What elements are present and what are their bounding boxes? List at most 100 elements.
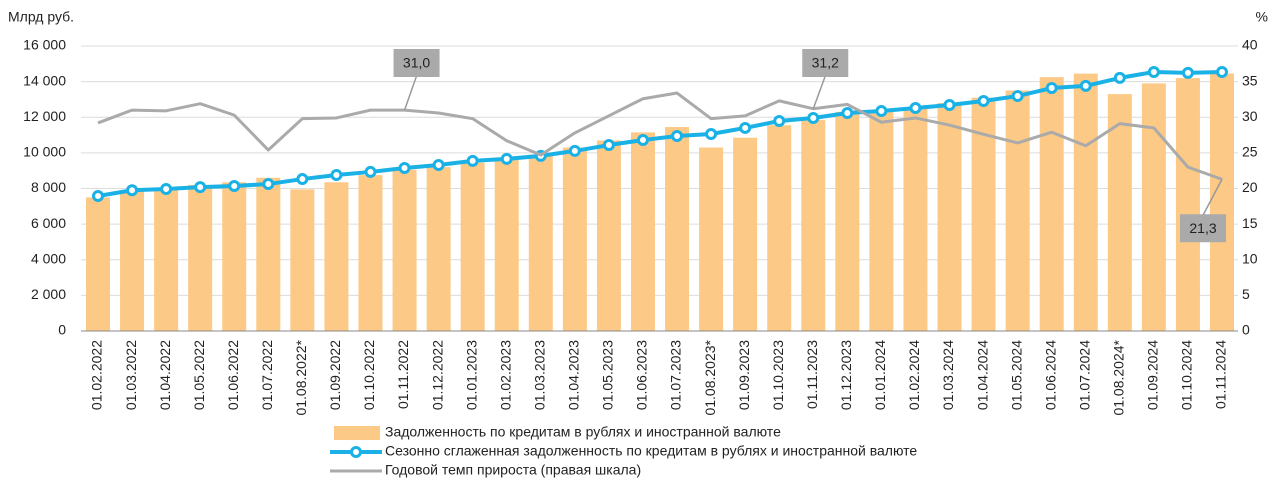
series-marker (1181, 66, 1194, 79)
series-marker (1045, 82, 1058, 95)
series-marker (841, 106, 854, 119)
series-marker (1147, 66, 1160, 79)
bar (324, 182, 349, 331)
x-tick-label: 01.12.2023 (838, 340, 854, 410)
legend-label: Годовой темп прироста (правая шкала) (385, 462, 641, 478)
series-marker (466, 154, 479, 167)
series-marker (500, 152, 513, 165)
series-marker (432, 158, 445, 171)
series-marker (671, 129, 684, 142)
bar (494, 160, 519, 331)
bar (1175, 78, 1200, 331)
y2-tick-label: 10 (1242, 250, 1258, 266)
series-marker (602, 139, 615, 152)
x-tick-label: 01.09.2023 (736, 340, 752, 410)
x-tick-label: 01.04.2023 (566, 340, 582, 410)
bar (767, 125, 792, 331)
bar (1005, 90, 1030, 331)
x-tick-label: 01.04.2024 (974, 340, 990, 410)
y2-tick-label: 40 (1242, 37, 1258, 53)
bar (733, 137, 758, 331)
x-tick-label: 01.03.2023 (531, 340, 547, 410)
x-tick-label: 01.03.2024 (940, 340, 956, 410)
callout-pointer (812, 75, 826, 109)
bar (290, 189, 315, 331)
y-tick-label: 14 000 (23, 72, 66, 88)
x-tick-label: 01.07.2022 (259, 340, 275, 410)
bar (665, 127, 690, 331)
callout-pointer (403, 75, 418, 111)
y2-tick-label: 5 (1242, 286, 1250, 302)
legend-label: Сезонно сглаженная задолженность по кред… (385, 443, 917, 459)
series-marker (943, 98, 956, 111)
y2-tick-label: 35 (1242, 72, 1258, 88)
bar (562, 147, 587, 331)
bar (358, 175, 383, 331)
y2-axis-title: % (1256, 9, 1268, 25)
bar (596, 140, 621, 331)
y-tick-label: 10 000 (23, 144, 66, 160)
bar (528, 154, 553, 331)
series-marker (194, 181, 207, 194)
series-line (97, 70, 1223, 198)
x-tick-label: 01.02.2022 (89, 340, 105, 410)
x-tick-label: 01.09.2024 (1145, 340, 1161, 410)
series-marker (977, 95, 990, 108)
data-label: 31,2 (812, 55, 839, 71)
bar (869, 111, 894, 331)
legend-marker (350, 446, 362, 458)
y-tick-label: 12 000 (23, 108, 66, 124)
bar (1039, 77, 1064, 331)
series-marker (909, 101, 922, 114)
y2-tick-label: 30 (1242, 108, 1258, 124)
series-marker (636, 134, 649, 147)
x-tick-label: 01.02.2023 (497, 340, 513, 410)
x-tick-label: 01.08.2024* (1111, 339, 1127, 415)
legend-swatch (334, 426, 380, 440)
series-marker (126, 184, 139, 197)
series-marker (364, 165, 377, 178)
y-axis-title: Млрд руб. (8, 9, 74, 25)
bar (1210, 73, 1234, 331)
series-marker (262, 178, 275, 191)
series-marker (568, 144, 581, 157)
series-marker (705, 127, 718, 140)
x-tick-label: 01.11.2022 (395, 340, 411, 409)
x-tick-label: 01.05.2022 (191, 340, 207, 410)
bar (1073, 73, 1098, 331)
x-tick-label: 01.10.2022 (361, 340, 377, 410)
series-marker (330, 168, 343, 181)
x-tick-label: 01.08.2022* (293, 339, 309, 415)
y-tick-label: 0 (58, 322, 66, 338)
callout-box (1180, 214, 1226, 243)
callout-box (393, 49, 440, 77)
y-tick-label: 4 000 (31, 250, 66, 266)
callout-pointer (1202, 178, 1223, 216)
x-tick-label: 01.04.2022 (157, 340, 173, 410)
series-marker (807, 111, 820, 124)
y-tick-label: 8 000 (31, 179, 66, 195)
x-tick-label: 01.01.2024 (872, 340, 888, 410)
series-marker (1011, 90, 1024, 103)
bar (154, 188, 179, 331)
x-tick-label: 01.06.2023 (634, 340, 650, 410)
y2-tick-label: 0 (1242, 322, 1250, 338)
bar (937, 103, 962, 331)
x-tick-label: 01.08.2023* (702, 339, 718, 415)
bar (86, 197, 110, 331)
y-tick-label: 2 000 (31, 286, 66, 302)
series-line (97, 91, 1223, 181)
x-tick-label: 01.05.2023 (600, 340, 616, 410)
x-tick-label: 01.10.2023 (770, 340, 786, 410)
series-marker (228, 180, 241, 193)
x-tick-label: 01.02.2024 (906, 340, 922, 410)
bar (188, 184, 213, 331)
series-marker (296, 173, 309, 186)
bar (630, 132, 655, 331)
series-marker (1079, 79, 1092, 92)
legend-label: Задолженность по кредитам в рублях и ино… (385, 424, 781, 440)
x-tick-label: 01.06.2024 (1042, 340, 1058, 410)
y2-tick-label: 15 (1242, 215, 1258, 231)
x-tick-label: 01.01.2023 (463, 340, 479, 410)
